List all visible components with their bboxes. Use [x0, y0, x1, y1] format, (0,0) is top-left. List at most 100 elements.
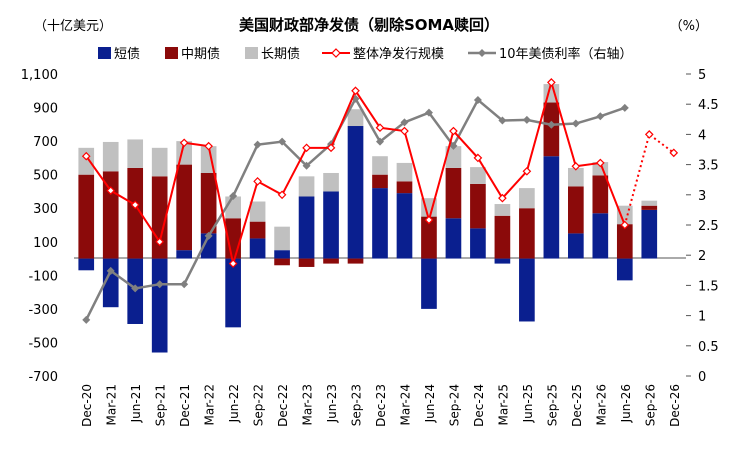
- left-y-tick-label: -500: [28, 336, 58, 351]
- legend-label-yield: 10年美债利率（右轴）: [499, 46, 633, 62]
- left-y-tick-label: -100: [28, 269, 58, 284]
- x-tick-label: Mar-21: [105, 384, 119, 425]
- left-y-tick-label: 1,100: [21, 68, 58, 83]
- mid-debt-bar: [347, 258, 364, 264]
- yield-point: [400, 118, 409, 127]
- right-y-tick-label: 0: [698, 370, 706, 385]
- legend-label-mid: 中期债: [181, 47, 220, 62]
- long-debt-bar: [568, 167, 584, 187]
- short-debt-bar: [225, 258, 241, 328]
- legend-swatch-mid: [165, 47, 178, 59]
- left-y-tick-label: 500: [33, 169, 58, 184]
- yield-point: [449, 141, 458, 150]
- x-tick-label: Dec-22: [276, 384, 290, 427]
- short-debt-bar: [298, 196, 315, 259]
- short-debt-bar: [249, 238, 266, 259]
- total-issuance-point: [375, 123, 385, 133]
- short-debt-bar: [372, 188, 388, 259]
- right-y-tick-label: 2.5: [698, 219, 719, 234]
- mid-debt-bar: [616, 224, 633, 259]
- yield-point: [620, 103, 629, 112]
- mid-debt-bar: [445, 167, 462, 219]
- long-debt-bar: [127, 139, 144, 168]
- yield-point: [131, 284, 140, 293]
- short-debt-bar: [568, 233, 584, 259]
- yield-point: [547, 120, 556, 129]
- total-issuance-point: [595, 158, 605, 168]
- x-tick-label: Jun-23: [325, 384, 339, 423]
- long-debt-bar: [274, 226, 290, 251]
- x-tick-label: Jun-21: [129, 384, 143, 423]
- long-debt-bar: [445, 146, 462, 168]
- total-issuance-point: [620, 220, 630, 230]
- total-issuance-point: [253, 177, 262, 186]
- x-tick-label: Dec-23: [374, 384, 388, 427]
- x-tick-label: Sep-26: [643, 384, 657, 426]
- left-y-tick-label: -700: [28, 370, 58, 385]
- legend-marker-yield: [478, 49, 486, 57]
- left-y-tick-label: 300: [33, 202, 58, 217]
- short-debt-bar: [78, 258, 95, 271]
- right-y-tick-label: 5: [698, 68, 706, 83]
- mid-debt-bar: [494, 215, 511, 259]
- legend-swatch-long: [245, 47, 258, 59]
- right-y-tick-label: 0.5: [698, 340, 719, 355]
- x-tick-label: Dec-21: [178, 384, 192, 427]
- total-issuance-point: [81, 151, 91, 161]
- long-debt-bar: [151, 147, 168, 177]
- total-issuance-point: [449, 126, 458, 136]
- short-debt-bar: [543, 156, 560, 259]
- total-issuance-projection-line: [623, 132, 675, 226]
- short-debt-bar: [274, 250, 290, 259]
- legend-swatch-short: [98, 47, 111, 59]
- right-y-axis: 5 4.5 4 3.5 3 2.5 2 1.5 1 0.5 0: [686, 68, 719, 385]
- x-tick-label: Mar-23: [301, 384, 315, 425]
- short-debt-bar: [200, 233, 217, 259]
- legend-marker-total: [331, 48, 341, 58]
- x-axis: Dec-20 Mar-21 Jun-21 Sep-21 Dec-21 Mar-22 Jun-…: [80, 384, 682, 427]
- legend-label-short: 短债: [114, 47, 140, 62]
- yield-point: [278, 137, 287, 146]
- x-tick-label: Dec-26: [668, 384, 682, 427]
- yield-point: [204, 231, 213, 240]
- mid-debt-bar: [323, 258, 339, 264]
- x-tick-label: Dec-20: [80, 384, 94, 427]
- total-issuance-point: [130, 200, 140, 210]
- total-issuance-point: [106, 186, 116, 195]
- long-debt-bar: [519, 188, 535, 209]
- x-tick-label: Mar-24: [398, 384, 412, 425]
- x-tick-label: Mar-25: [496, 384, 510, 425]
- x-tick-label: Jun-22: [227, 384, 241, 423]
- short-debt-bar: [592, 213, 609, 259]
- yield-point: [106, 266, 115, 275]
- total-issuance-point: [644, 130, 654, 139]
- long-debt-bar: [470, 167, 486, 184]
- x-tick-label: Dec-25: [570, 384, 584, 427]
- total-issuance-point: [228, 259, 238, 268]
- left-y-tick-label: 100: [33, 236, 58, 251]
- x-tick-label: Mar-22: [203, 384, 217, 425]
- long-debt-bar: [323, 172, 339, 192]
- yield-point: [376, 137, 384, 146]
- long-debt-bar: [396, 162, 413, 182]
- mid-debt-bar: [372, 174, 388, 189]
- mid-debt-bar: [568, 186, 584, 234]
- long-debt-bar: [249, 201, 266, 222]
- long-debt-bar: [298, 176, 315, 197]
- yield-point: [571, 119, 580, 128]
- long-debt-bar: [78, 147, 95, 175]
- short-debt-bar: [347, 126, 364, 259]
- yield-point: [473, 95, 482, 104]
- x-tick-label: Jun-25: [521, 384, 535, 423]
- yield-point: [302, 161, 311, 170]
- x-tick-label: Jun-24: [423, 384, 437, 423]
- mid-debt-bar: [200, 172, 217, 234]
- total-issuance-point: [498, 193, 507, 203]
- legend-label-total: 整体净发行规模: [353, 46, 444, 62]
- x-tick-label: Sep-24: [447, 384, 461, 426]
- short-debt-bar: [102, 258, 119, 308]
- total-issuance-point: [155, 237, 165, 247]
- total-issuance-point: [571, 161, 581, 171]
- right-y-tick-label: 1: [698, 310, 706, 325]
- yield-point: [522, 115, 531, 124]
